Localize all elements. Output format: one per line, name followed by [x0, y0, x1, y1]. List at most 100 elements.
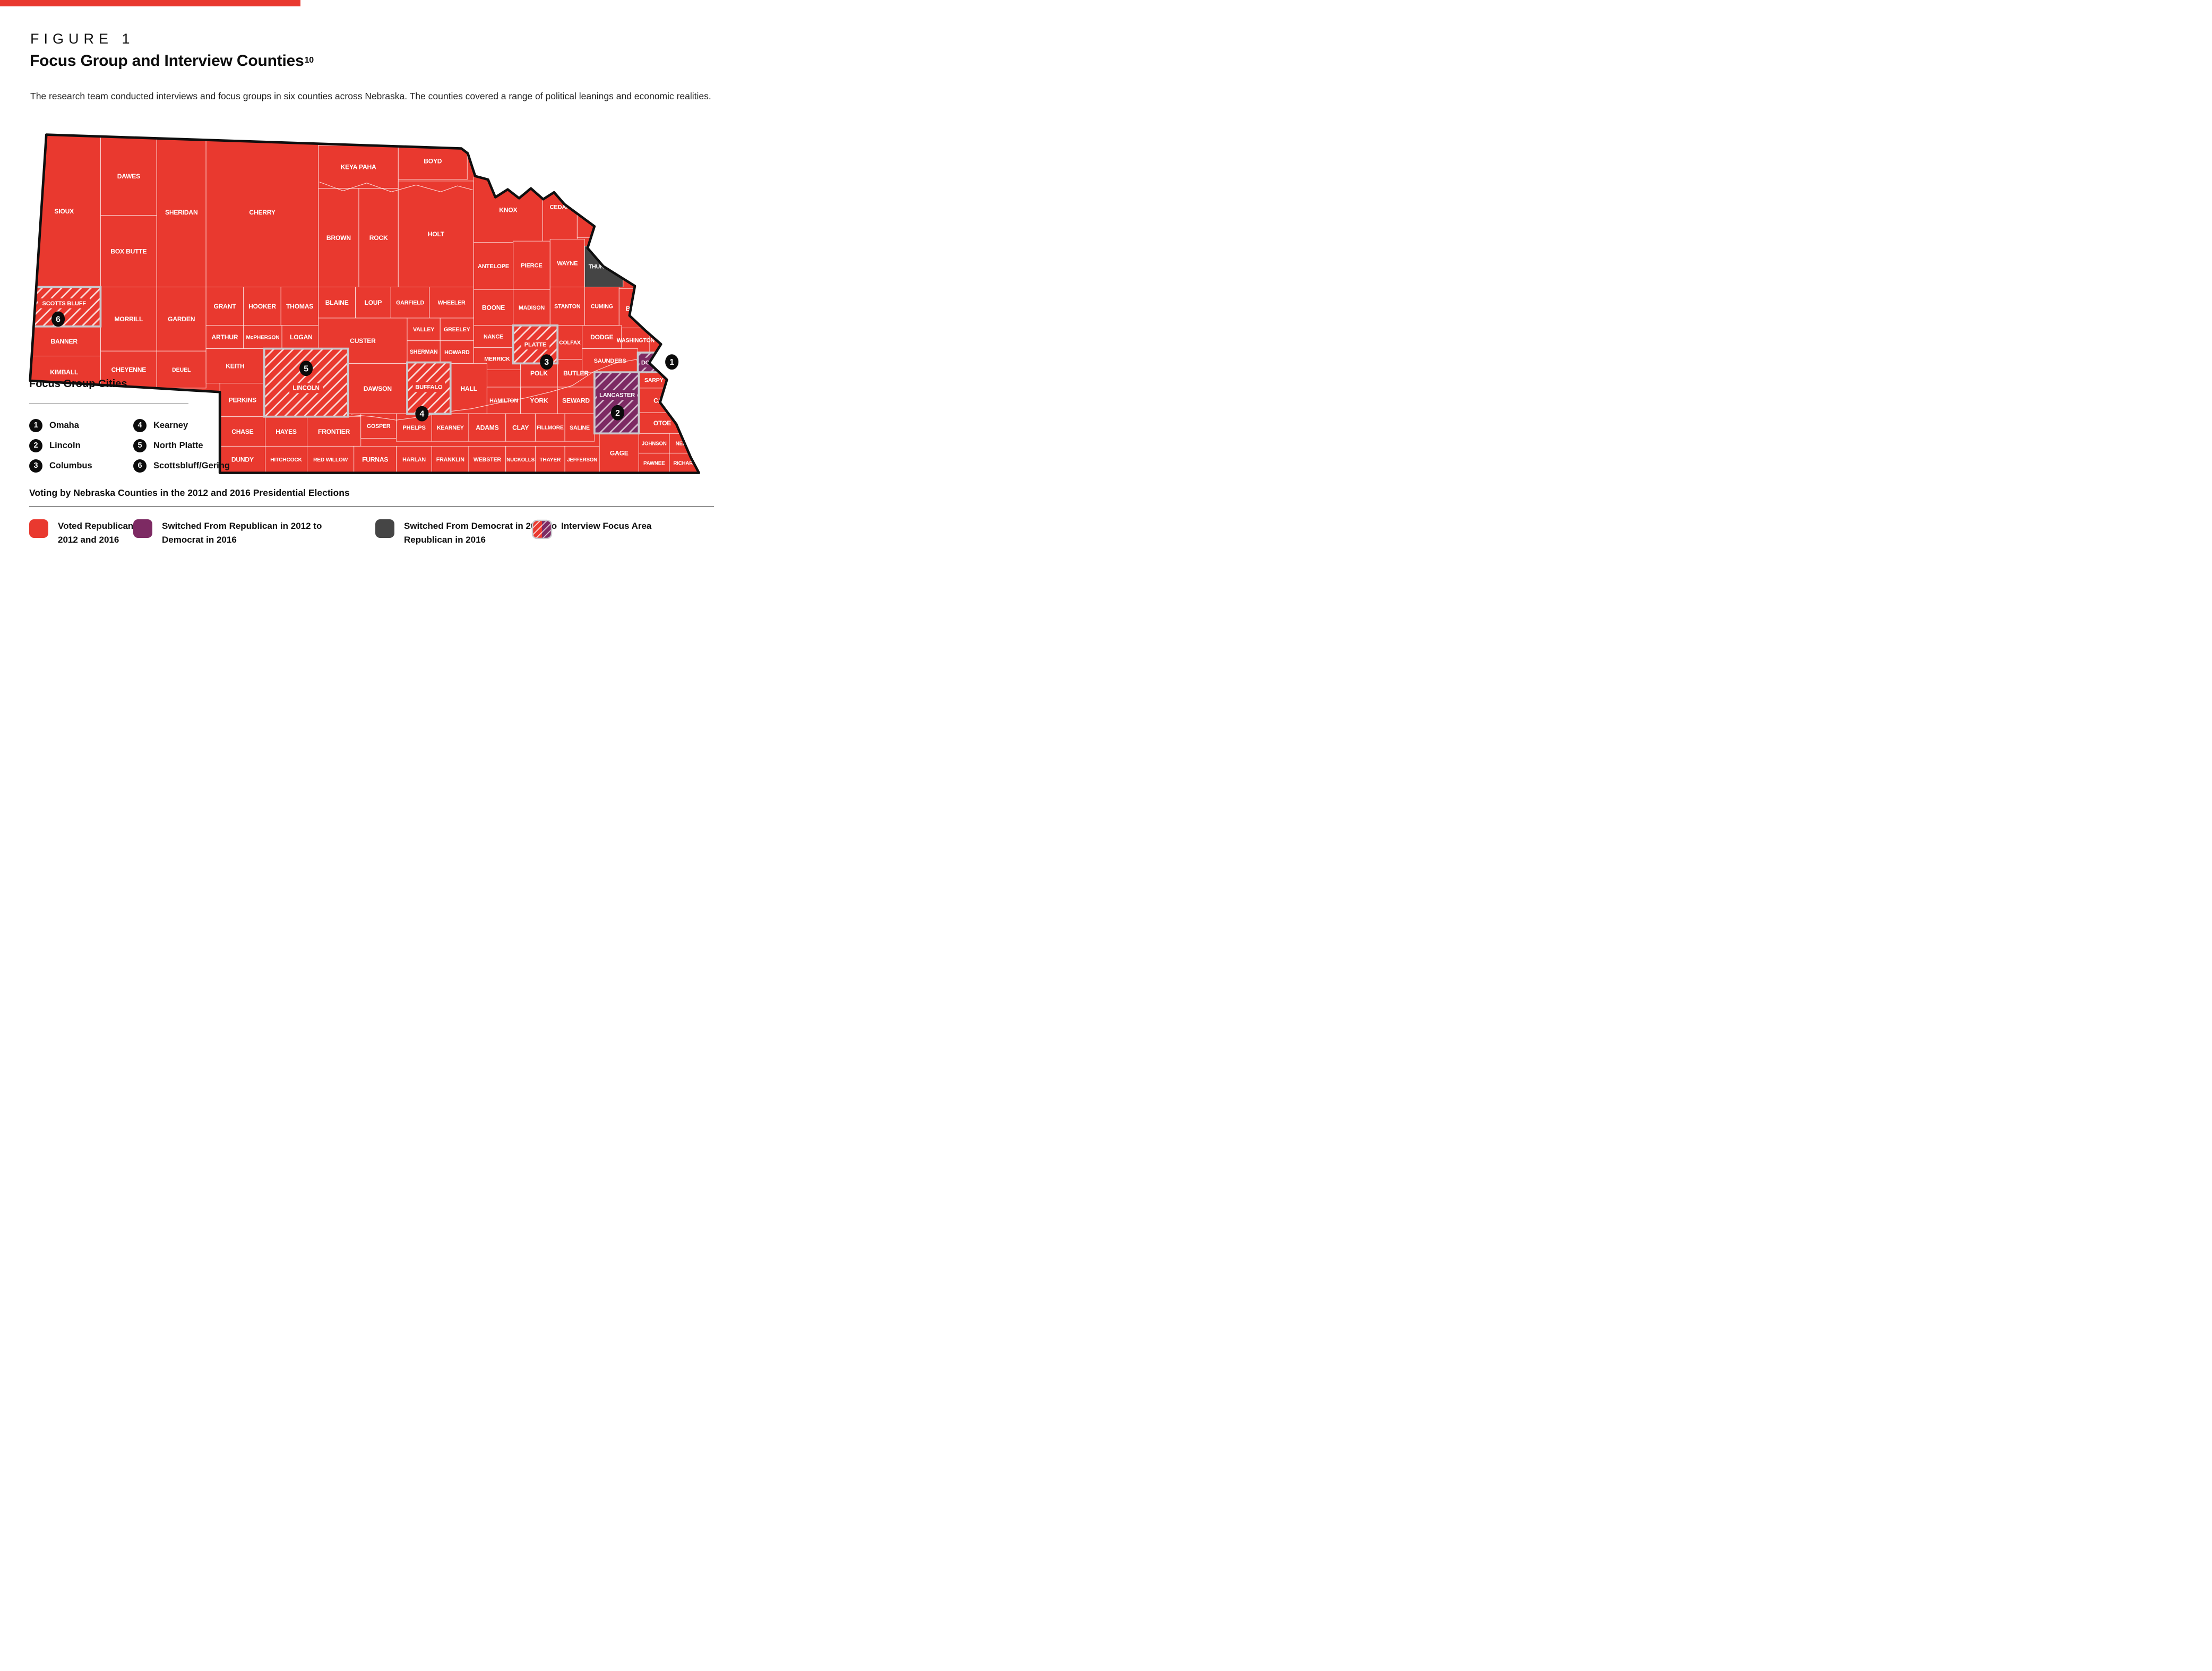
county-hitchcock: [265, 445, 308, 473]
county-label-greeley: GREELEY: [444, 327, 470, 333]
county-wheeler: [429, 286, 474, 319]
voting-legend: Voting by Nebraska Counties in the 2012 …: [29, 487, 719, 567]
county-thomas: [280, 286, 319, 326]
county-platte: [512, 324, 559, 365]
county-label-cheyenne: CHEYENNE: [111, 366, 147, 373]
figure-page: { "page": { "accent_color": "#E9392F" },…: [0, 0, 737, 557]
county-dawes: [100, 136, 157, 216]
county-label-blaine: BLAINE: [325, 299, 349, 306]
city-label: North Platte: [153, 440, 203, 450]
county-nuckolls: [505, 445, 536, 473]
county-label-webster: WEBSTER: [474, 457, 501, 463]
county-boone: [473, 289, 514, 326]
city-marker-4: 4: [133, 418, 147, 432]
county-label-hayes: HAYES: [276, 428, 297, 435]
top-accent-bar: [0, 0, 300, 6]
city-item-kearney: 4 Kearney: [133, 418, 230, 432]
county-label-fillmore: FILLMORE: [537, 425, 564, 431]
county-wayne: [549, 238, 585, 288]
county-gage: [599, 433, 639, 473]
county-label-howard: HOWARD: [444, 349, 470, 356]
figure-title-text: Focus Group and Interview Counties: [30, 52, 304, 70]
county-label-merrick: MERRICK: [484, 356, 510, 362]
svg-text:5: 5: [304, 364, 308, 373]
county-label-nance: NANCE: [484, 334, 503, 340]
county-label-cherry: CHERRY: [249, 209, 276, 216]
county-pierce: [513, 241, 550, 290]
river-line: [351, 359, 647, 421]
legend-item-switched-republican: Switched From Democrat in 2012 to Republ…: [375, 519, 563, 546]
county-label-hamilton: HAMILTON: [489, 398, 518, 404]
county-custer: [318, 318, 408, 364]
county-garden: [156, 286, 206, 352]
county-label-sheridan: SHERIDAN: [165, 209, 198, 216]
county-label-garden: GARDEN: [168, 315, 195, 323]
county-label-thomas: THOMAS: [286, 303, 313, 310]
county-label-brown: BROWN: [326, 234, 351, 242]
county-harlan: [396, 445, 432, 473]
figure-description: The research team conducted interviews a…: [30, 91, 711, 101]
county-brown: [318, 188, 359, 288]
city-item-north-platte: 5 North Platte: [133, 439, 230, 452]
county-label-dundy: DUNDY: [231, 456, 254, 464]
county-label-dawes: DAWES: [117, 173, 140, 180]
nebraska-map-svg: SIOUX DAWES BOX BUTTE SHERIDAN CHERRY SCOTTS …: [29, 133, 701, 474]
city-label: Lincoln: [49, 440, 81, 450]
county-thayer: [535, 445, 565, 473]
county-label-holt: HOLT: [428, 230, 445, 238]
city-item-columbus: 3 Columbus: [29, 459, 133, 473]
county-label-custer: CUSTER: [350, 337, 376, 345]
county-label-hooker: HOOKER: [248, 303, 276, 310]
county-label-buffalo: BUFFALO: [415, 384, 443, 391]
county-label-gage: GAGE: [610, 450, 629, 457]
figure-title-footnote: 10: [304, 56, 314, 65]
svg-text:6: 6: [56, 315, 61, 324]
legend-item-interview-focus-area: Interview Focus Area: [531, 519, 651, 539]
county-label-otoe: OTOE: [653, 419, 671, 427]
county-arthur: [205, 325, 244, 349]
legend-label: Interview Focus Area: [561, 521, 652, 531]
switched-republican-swatch: [375, 519, 394, 538]
county-label-mcpherson: McPHERSON: [246, 335, 279, 340]
county-label-saline: SALINE: [570, 425, 590, 431]
county-label-scotts-bluff: SCOTTS BLUFF: [42, 301, 86, 307]
county-label-pierce: PIERCE: [521, 263, 542, 269]
county-label-arthur: ARTHUR: [212, 333, 238, 341]
county-label-sherman: SHERMAN: [410, 349, 438, 355]
figure-kicker: FIGURE 1: [30, 31, 135, 47]
county-label-backing: [38, 298, 90, 309]
county-label-nuckolls: NUCKOLLS: [506, 457, 535, 463]
county-sheridan: [156, 137, 206, 288]
city-marker-6: 6: [133, 459, 147, 473]
city-item-scottsbluff-gering: 6 Scottsbluff/Gering: [133, 459, 230, 473]
county-holt: [398, 181, 474, 288]
county-label-valley: VALLEY: [413, 327, 434, 333]
county-box-butte: [100, 215, 157, 288]
focus-circle-3: 3: [540, 354, 554, 370]
county-saunders: [582, 348, 639, 373]
voting-legend-heading: Voting by Nebraska Counties in the 2012 …: [29, 487, 350, 498]
county-label-platte: PLATTE: [524, 342, 546, 348]
county-label-clay: CLAY: [512, 424, 529, 431]
county-label-knox: KNOX: [499, 206, 517, 213]
county-label-sarpy: SARPY: [644, 378, 664, 384]
city-marker-2: 2: [29, 439, 42, 452]
county-label-sioux: SIOUX: [54, 208, 74, 215]
county-label-backing: [412, 382, 445, 392]
county-deuel: [156, 350, 206, 389]
county-label-boone: BOONE: [482, 304, 505, 311]
county-label-lancaster: LANCASTER: [599, 392, 635, 399]
county-fillmore: [535, 413, 565, 442]
county-label-hitchcock: HITCHCOCK: [270, 457, 302, 463]
county-label-dixon: DIXON: [581, 209, 597, 215]
legend-label: Switched From Republican in 2012 to Demo…: [162, 521, 322, 545]
focus-circle-6: 6: [51, 311, 65, 327]
county-label-dodge: DODGE: [590, 333, 613, 341]
county-label-backing: [597, 390, 638, 400]
city-label: Scottsbluff/Gering: [153, 460, 230, 470]
county-label-red-willow: RED WILLOW: [313, 457, 348, 463]
city-label: Omaha: [49, 420, 79, 430]
county-clay: [505, 413, 536, 442]
county-label-butler: BUTLER: [563, 370, 589, 377]
svg-text:2: 2: [615, 409, 620, 418]
